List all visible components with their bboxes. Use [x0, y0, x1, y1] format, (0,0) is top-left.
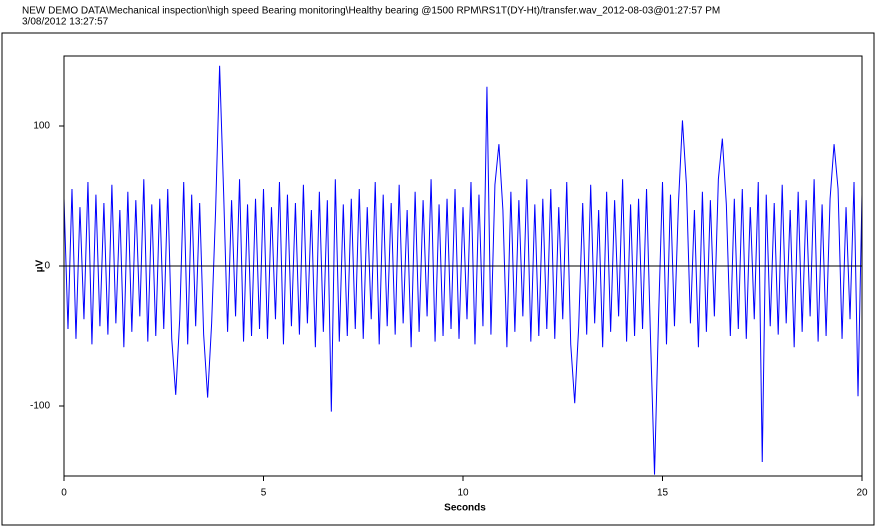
- y-tick-label: 0: [44, 261, 50, 272]
- chart-subtitle: 3/08/2012 13:27:57: [22, 17, 109, 28]
- x-tick-label: 5: [261, 488, 267, 499]
- y-axis-label: µV: [35, 259, 46, 272]
- signal-line: [63, 65, 863, 475]
- plot-area: [63, 65, 863, 475]
- x-tick-label: 20: [856, 488, 868, 499]
- outer-frame: [1, 32, 875, 526]
- x-tick-label: 10: [457, 488, 469, 499]
- y-tick-label: 100: [33, 121, 50, 132]
- x-tick-label: 0: [61, 488, 67, 499]
- y-tick-label: -100: [30, 401, 50, 412]
- x-axis-label: Seconds: [444, 503, 486, 514]
- x-tick-label: 15: [657, 488, 669, 499]
- chart-title: NEW DEMO DATA\Mechanical inspection\high…: [22, 6, 720, 17]
